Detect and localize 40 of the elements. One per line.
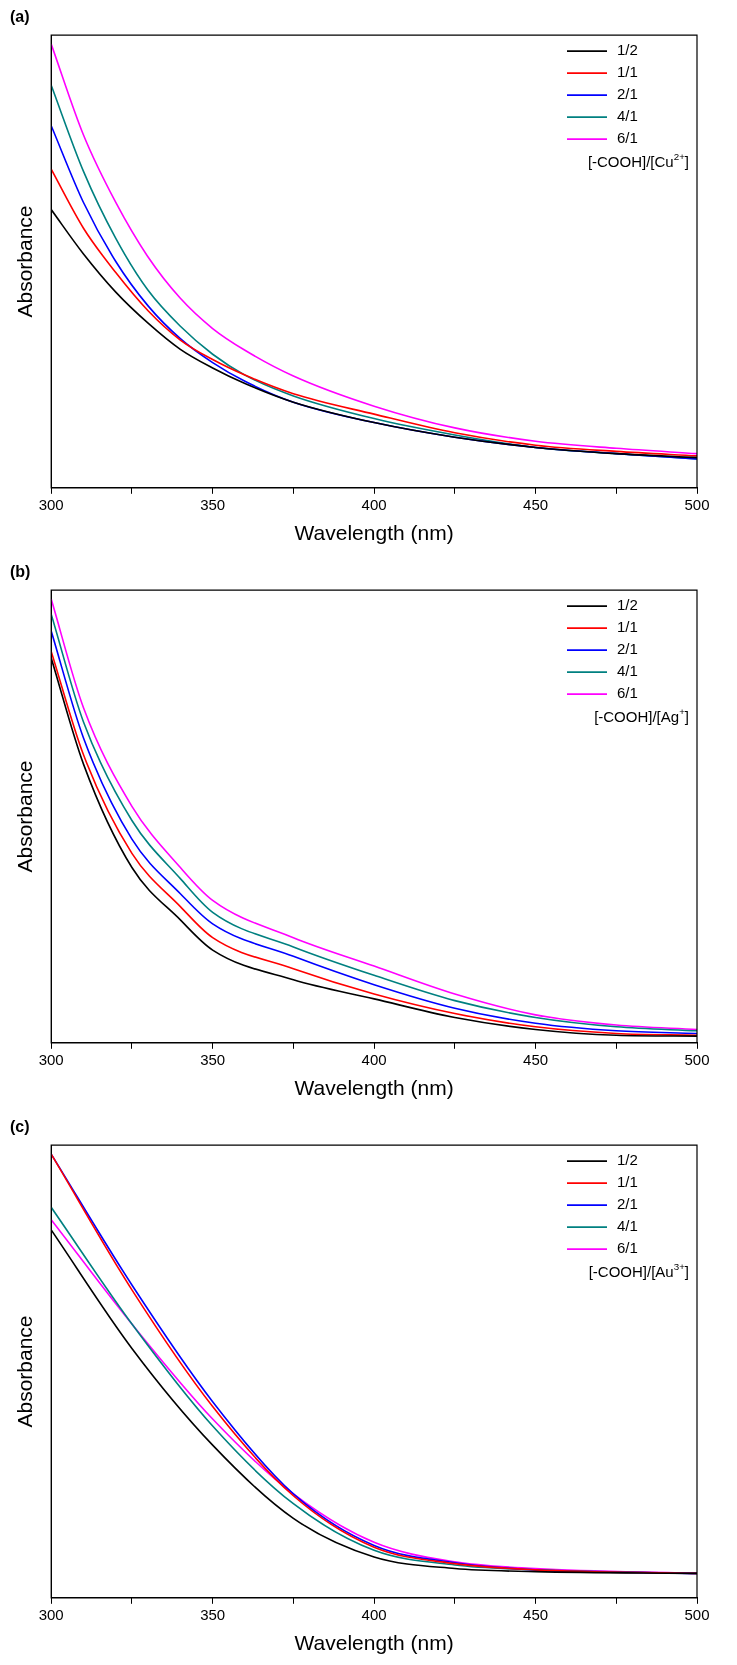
legend-label: 6/1: [617, 129, 638, 147]
x-tick-label: 400: [361, 1605, 387, 1623]
x-tick-label: 500: [684, 1605, 710, 1623]
legend-label: 1/1: [617, 618, 638, 636]
x-tick-label: 350: [200, 1050, 226, 1068]
legend-label: 2/1: [617, 1195, 638, 1213]
annotation: [-COOH]/[Ag+]: [594, 705, 689, 726]
x-tick-label: 450: [523, 1605, 549, 1623]
legend-label: 2/1: [617, 640, 638, 658]
y-axis-title: Absorbance: [13, 205, 37, 318]
chart-title: (c): [10, 1118, 30, 1136]
x-tick-label: 500: [684, 1050, 710, 1068]
x-tick-label: 350: [200, 495, 226, 513]
legend-label: 1/1: [617, 1173, 638, 1191]
x-tick-label: 300: [38, 1605, 64, 1623]
chart-title: (b): [10, 563, 31, 581]
x-tick-label: 350: [200, 1605, 226, 1623]
x-tick-label: 400: [361, 1050, 387, 1068]
legend-label: 1/2: [617, 1151, 638, 1169]
x-axis-title: Wavelength (nm): [294, 1631, 454, 1655]
x-tick-label: 400: [361, 495, 387, 513]
y-axis-title: Absorbance: [13, 760, 37, 873]
x-axis-title: Wavelength (nm): [294, 1076, 454, 1100]
legend-label: 4/1: [617, 1217, 638, 1235]
chart-title: (a): [10, 8, 30, 26]
x-tick-label: 500: [684, 495, 710, 513]
legend-label: 4/1: [617, 107, 638, 125]
x-tick-label: 300: [38, 1050, 64, 1068]
x-tick-label: 300: [38, 495, 64, 513]
legend-label: 1/1: [617, 63, 638, 81]
x-tick-label: 450: [523, 1050, 549, 1068]
legend-label: 6/1: [617, 684, 638, 702]
legend-label: 1/2: [617, 596, 638, 614]
y-axis-title: Absorbance: [13, 1315, 37, 1428]
x-axis-title: Wavelength (nm): [294, 521, 454, 545]
legend-label: 1/2: [617, 41, 638, 59]
legend-label: 2/1: [617, 85, 638, 103]
x-tick-label: 450: [523, 495, 549, 513]
legend-label: 6/1: [617, 1239, 638, 1257]
legend-label: 4/1: [617, 662, 638, 680]
